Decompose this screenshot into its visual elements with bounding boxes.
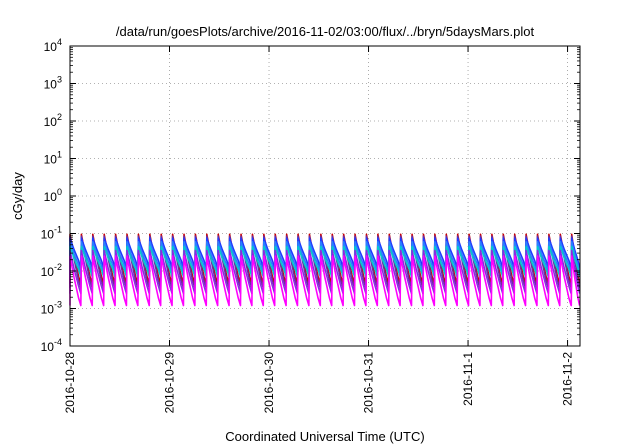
series-line — [69, 237, 581, 269]
x-tick-label: 2016-10-30 — [262, 352, 276, 414]
y-tick-label: 101 — [44, 150, 62, 167]
y-tick-label: 10-2 — [41, 262, 62, 279]
y-axis-ticks: 10-4 10-3 10-2 10-1 100 101 102 103 104 — [41, 37, 580, 354]
x-tick-label: 2016-10-31 — [362, 352, 376, 414]
series-line — [69, 245, 581, 278]
y-tick-label: 102 — [44, 112, 62, 129]
series-line — [69, 235, 581, 289]
y-tick-label: 10-1 — [41, 225, 62, 242]
x-tick-label: 2016-10-29 — [163, 352, 177, 414]
x-axis-ticks: 2016-10-28 2016-10-29 2016-10-30 2016-10-31… — [63, 46, 575, 413]
y-axis-label: cGy/day — [10, 172, 25, 220]
series-group — [69, 233, 581, 307]
y-tick-label: 100 — [44, 187, 62, 204]
x-tick-label: 2016-11-2 — [561, 352, 575, 406]
y-tick-label: 10-3 — [41, 300, 62, 317]
chart-title: /data/run/goesPlots/archive/2016-11-02/0… — [116, 24, 535, 39]
x-tick-label: 2016-10-28 — [63, 352, 77, 414]
x-axis-label: Coordinated Universal Time (UTC) — [225, 429, 424, 444]
x-tick-label: 2016-11-1 — [461, 352, 475, 406]
series-line — [69, 255, 581, 307]
y-tick-label: 103 — [44, 75, 62, 92]
series-line — [69, 249, 581, 295]
y-tick-label: 104 — [44, 37, 62, 54]
y-tick-label: 10-4 — [41, 337, 62, 354]
series-line — [69, 241, 581, 274]
